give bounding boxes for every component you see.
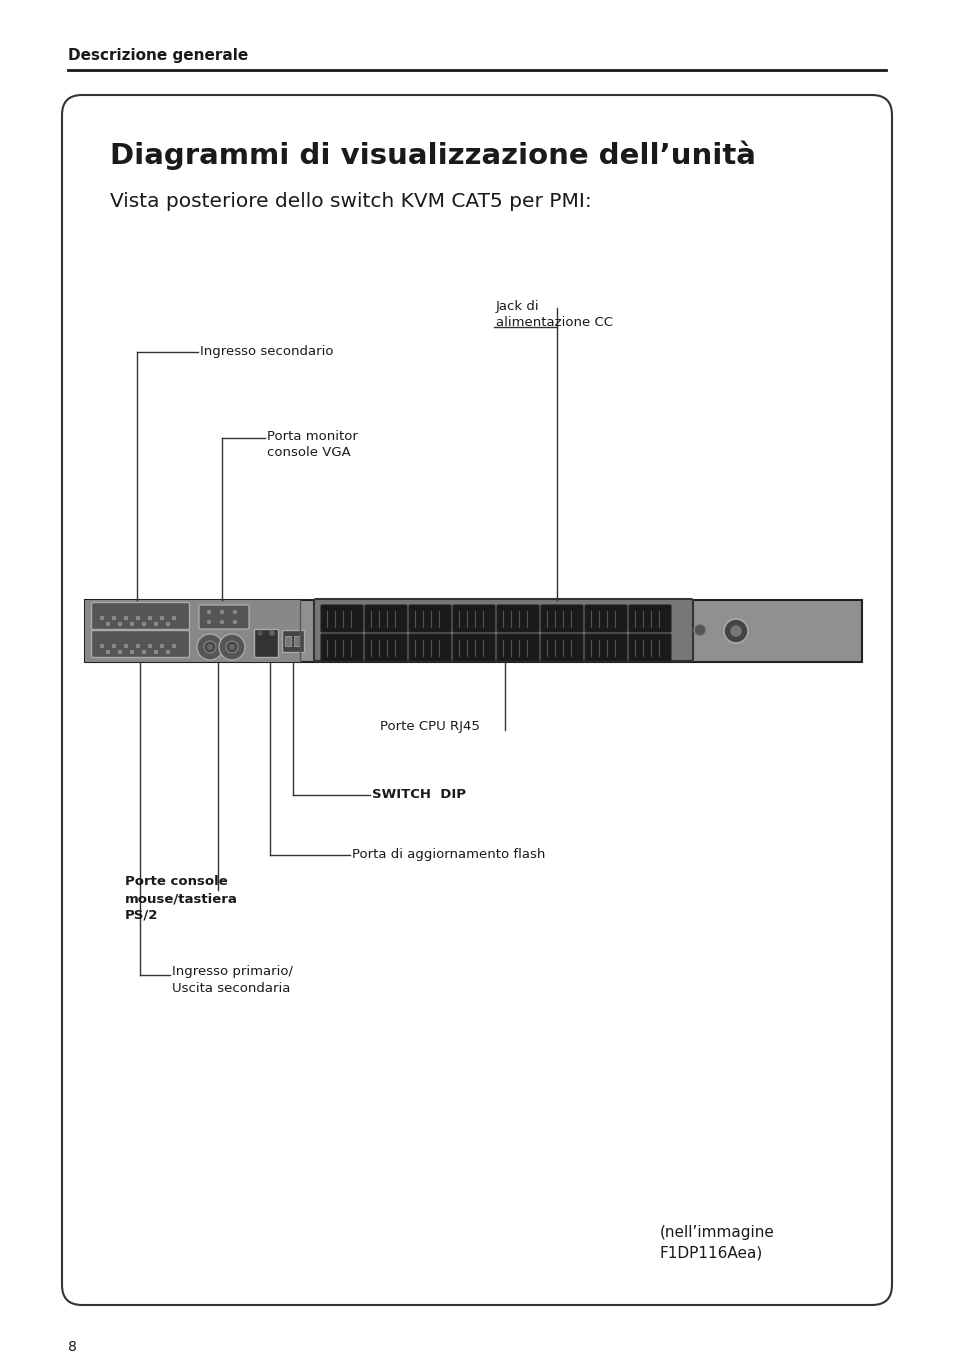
Bar	[130, 650, 133, 654]
Bar	[160, 643, 164, 647]
FancyBboxPatch shape	[91, 631, 190, 657]
Bar	[160, 616, 164, 620]
FancyBboxPatch shape	[409, 605, 451, 632]
Circle shape	[226, 641, 237, 653]
Circle shape	[208, 611, 211, 613]
Circle shape	[204, 641, 215, 653]
Bar	[282, 630, 304, 652]
FancyBboxPatch shape	[628, 605, 670, 632]
FancyBboxPatch shape	[584, 605, 626, 632]
FancyBboxPatch shape	[320, 634, 363, 661]
Bar	[136, 616, 140, 620]
FancyBboxPatch shape	[314, 598, 692, 661]
Text: Porta di aggiornamento flash: Porta di aggiornamento flash	[352, 848, 545, 861]
Bar	[85, 600, 862, 662]
FancyBboxPatch shape	[453, 634, 495, 661]
FancyBboxPatch shape	[453, 605, 495, 632]
Bar	[153, 650, 158, 654]
Text: Descrizione generale: Descrizione generale	[68, 48, 248, 63]
Bar	[142, 650, 146, 654]
Bar	[124, 616, 128, 620]
Bar	[294, 637, 299, 646]
Text: Diagrammi di visualizzazione dell’unità: Diagrammi di visualizzazione dell’unità	[110, 140, 755, 169]
Bar	[118, 622, 122, 626]
Bar	[112, 643, 116, 647]
Bar	[124, 643, 128, 647]
Text: Porta monitor
console VGA: Porta monitor console VGA	[267, 429, 357, 459]
Bar	[172, 616, 175, 620]
Bar	[166, 622, 170, 626]
Bar	[100, 616, 104, 620]
FancyBboxPatch shape	[199, 605, 249, 628]
Text: Porte CPU RJ45: Porte CPU RJ45	[379, 720, 479, 733]
Bar	[100, 643, 104, 647]
FancyBboxPatch shape	[365, 605, 407, 632]
Bar	[106, 650, 110, 654]
Text: (nell’immagine
F1DP116Aea): (nell’immagine F1DP116Aea)	[659, 1225, 774, 1261]
Circle shape	[723, 619, 747, 643]
Circle shape	[208, 620, 211, 623]
Text: Ingresso secondario: Ingresso secondario	[200, 345, 334, 358]
Circle shape	[196, 634, 223, 660]
FancyBboxPatch shape	[365, 634, 407, 661]
Circle shape	[208, 645, 213, 650]
FancyBboxPatch shape	[584, 634, 626, 661]
FancyBboxPatch shape	[91, 602, 190, 630]
Bar	[118, 650, 122, 654]
FancyBboxPatch shape	[320, 605, 363, 632]
FancyBboxPatch shape	[409, 634, 451, 661]
Circle shape	[257, 631, 262, 635]
FancyBboxPatch shape	[497, 634, 538, 661]
Circle shape	[220, 620, 223, 623]
Bar	[142, 622, 146, 626]
Circle shape	[220, 611, 223, 613]
Circle shape	[219, 634, 245, 660]
Text: Porte console
mouse/tastiera
PS/2: Porte console mouse/tastiera PS/2	[125, 875, 237, 921]
Bar	[148, 616, 152, 620]
Circle shape	[233, 620, 236, 623]
FancyBboxPatch shape	[62, 95, 891, 1304]
Circle shape	[230, 645, 234, 650]
Bar	[172, 643, 175, 647]
Bar	[253, 628, 277, 657]
Bar	[85, 600, 299, 662]
Text: 8: 8	[68, 1340, 77, 1353]
Circle shape	[233, 611, 236, 613]
Circle shape	[730, 626, 740, 637]
Text: Jack di
alimentazione CC: Jack di alimentazione CC	[496, 300, 613, 330]
Circle shape	[270, 631, 274, 635]
Bar	[148, 643, 152, 647]
Bar	[136, 643, 140, 647]
Text: SWITCH  DIP: SWITCH DIP	[372, 788, 465, 801]
Bar	[153, 622, 158, 626]
Circle shape	[693, 624, 705, 637]
FancyBboxPatch shape	[497, 605, 538, 632]
Text: Vista posteriore dello switch KVM CAT5 per PMI:: Vista posteriore dello switch KVM CAT5 p…	[110, 192, 591, 211]
Text: Ingresso primario/
Uscita secondaria: Ingresso primario/ Uscita secondaria	[172, 965, 293, 995]
Bar	[166, 650, 170, 654]
FancyBboxPatch shape	[628, 634, 670, 661]
Bar	[106, 622, 110, 626]
FancyBboxPatch shape	[540, 605, 582, 632]
Bar	[285, 637, 291, 646]
Bar	[130, 622, 133, 626]
FancyBboxPatch shape	[540, 634, 582, 661]
Bar	[112, 616, 116, 620]
